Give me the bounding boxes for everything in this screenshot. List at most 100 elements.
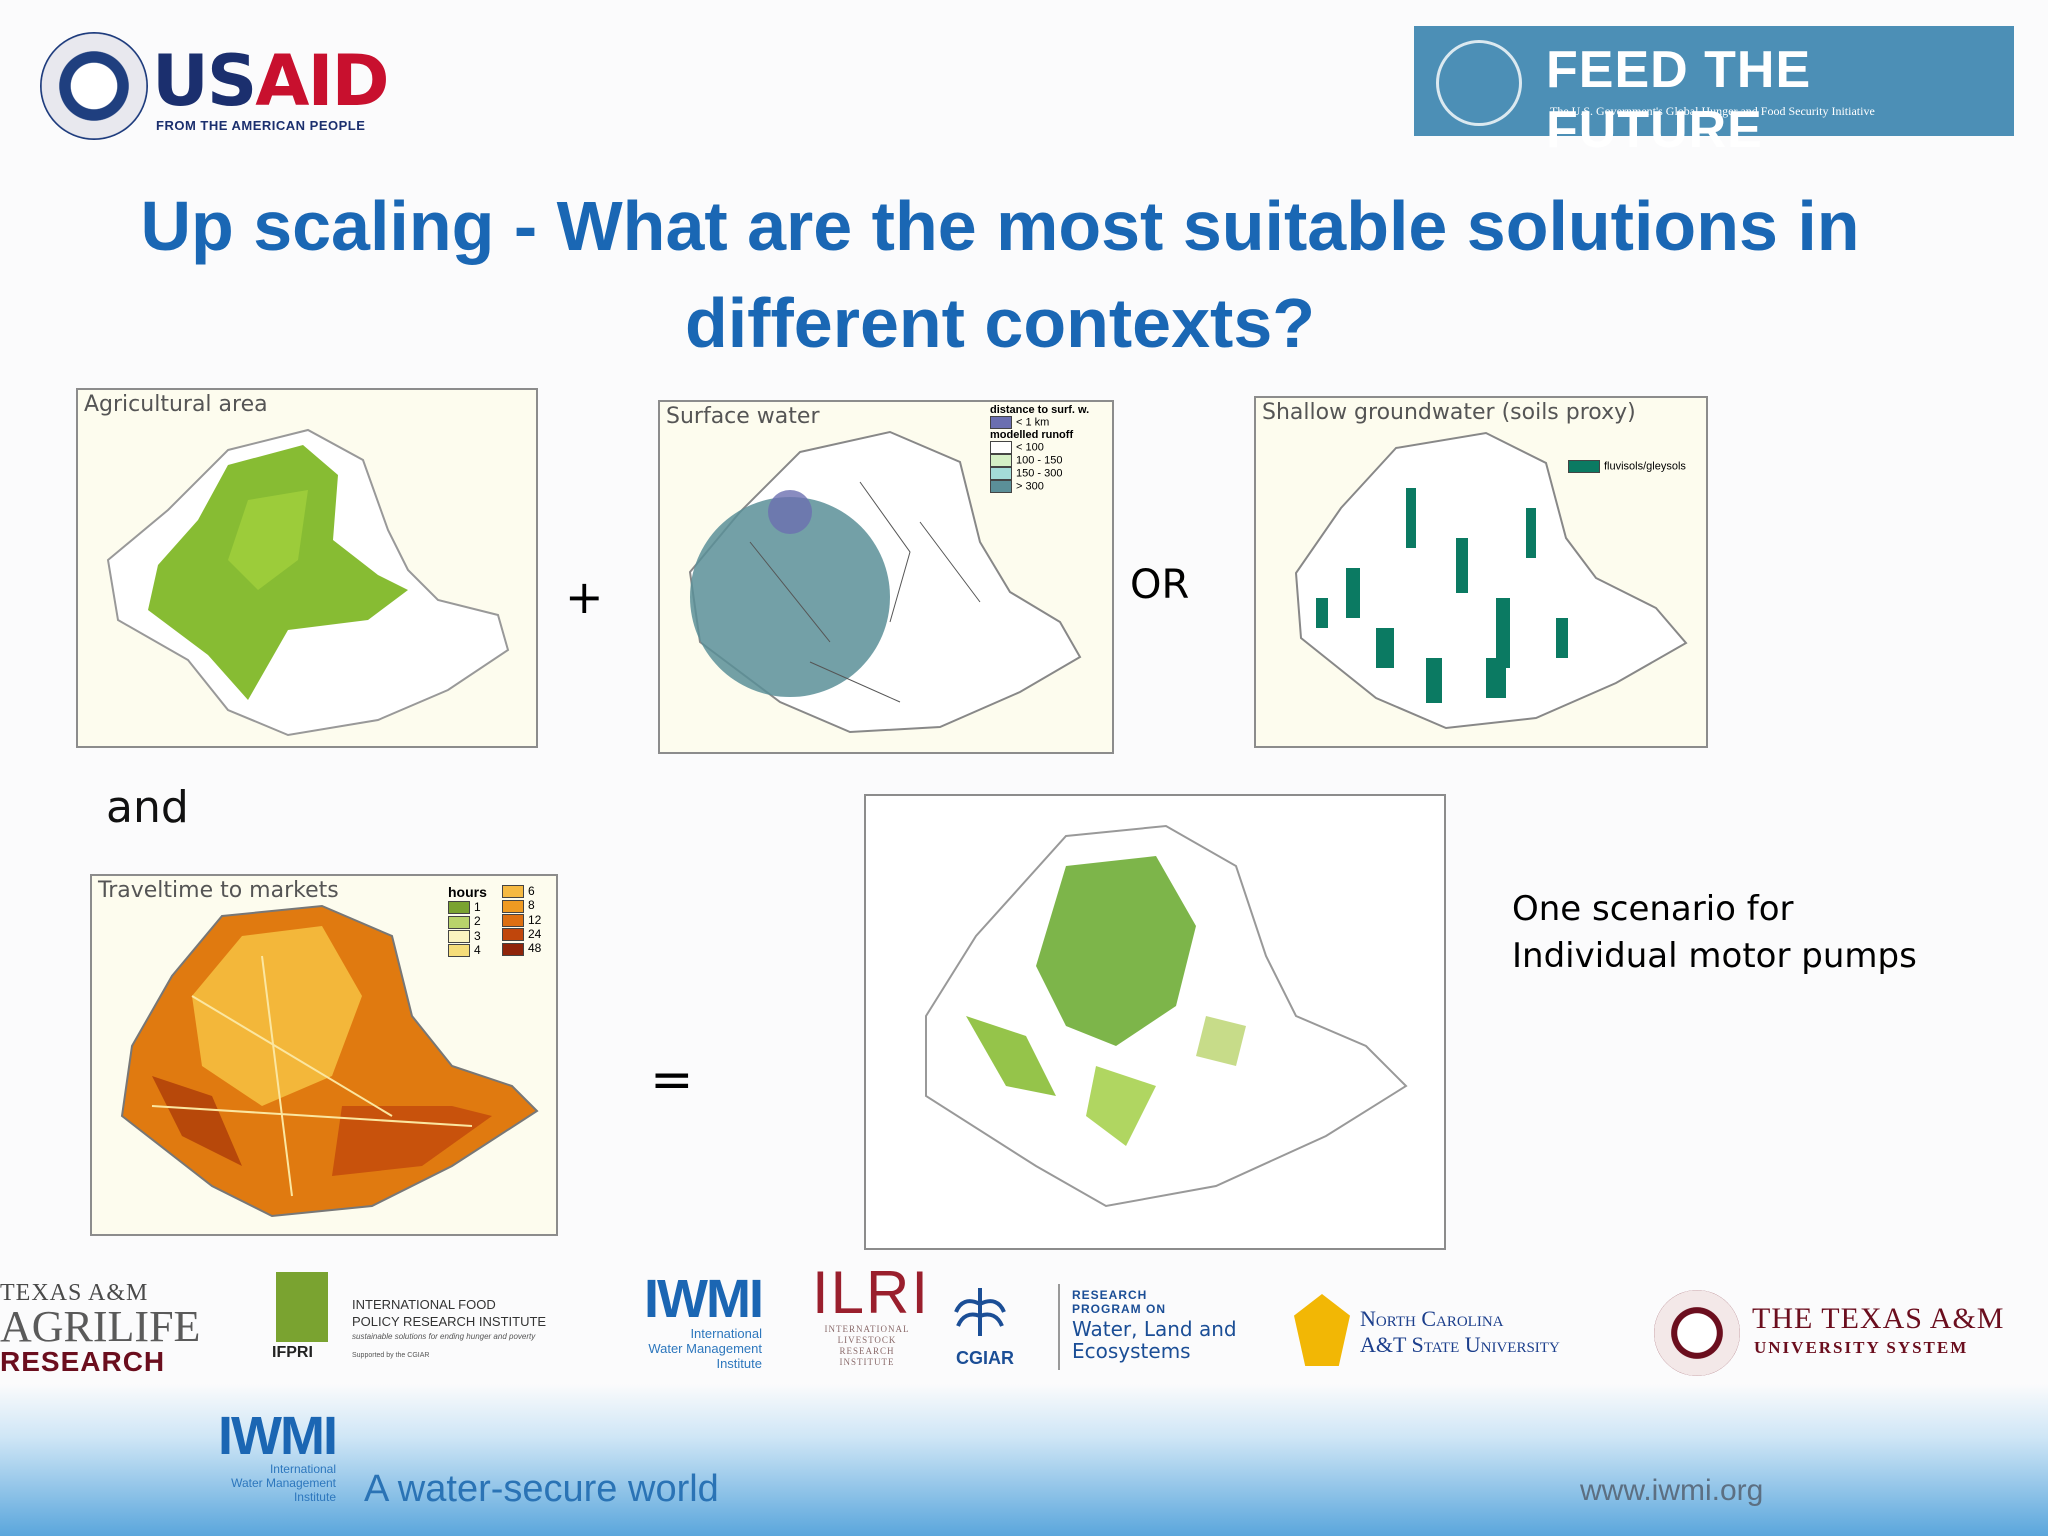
ftf-tagline: The U.S. Government's Global Hunger and … — [1550, 104, 1875, 118]
legend-hours-label: 4 — [474, 942, 481, 957]
footer-iwmi-logo: IWMI International Water Management Inst… — [196, 1406, 338, 1504]
legend-hours-row: 6 — [502, 884, 541, 899]
legend-swatch-icon — [448, 915, 470, 929]
legend-runoff-row: 100 - 150 — [990, 454, 1089, 467]
agricultural-map-graphic — [106, 428, 510, 737]
legend-hours-label: 3 — [474, 928, 481, 943]
plus-operator: + — [565, 570, 604, 624]
usaid-wordmark-aid: AID — [255, 40, 389, 122]
legend-hours-row: 8 — [502, 898, 541, 913]
legend-swatch-icon — [990, 467, 1012, 480]
traveltime-map-graphic — [120, 904, 539, 1218]
traveltime-legend: hours 1 2 3 4 — [448, 884, 487, 958]
legend-hours-row: 24 — [502, 926, 542, 942]
cgiar-abbr: CGIAR — [956, 1348, 1014, 1368]
traveltime-map-title: Traveltime to markets — [98, 878, 339, 903]
legend-hours-label: 6 — [528, 884, 535, 898]
groundwater-legend: fluvisols/gleysols — [1568, 460, 1686, 473]
texas-am-seal-icon — [1654, 1290, 1740, 1376]
legend-swatch-icon — [448, 901, 470, 915]
cgiar-research-program: RESEARCH PROGRAM ON — [1072, 1288, 1166, 1316]
ifpri-wheat-icon — [276, 1272, 328, 1342]
legend-runoff-label: 100 - 150 — [1016, 454, 1063, 467]
legend-swatch-icon — [1568, 460, 1600, 473]
legend-hours-row: 2 — [448, 914, 487, 929]
cgiar-wle-line2: Ecosystems — [1072, 1339, 1191, 1363]
iwmi-line3: Institute — [716, 1356, 762, 1371]
iwmi-abbr: IWMI — [644, 1269, 764, 1329]
iwmi-line1: International — [690, 1326, 762, 1341]
cgiar-plant-icon — [954, 1288, 1006, 1336]
slide-title-line1: Up scaling - What are the most suitable … — [140, 187, 1860, 265]
legend-swatch-icon — [502, 899, 524, 913]
legend-distance-label: < 1 km — [1016, 416, 1050, 429]
legend-runoff-label: 150 - 300 — [1016, 467, 1063, 480]
ilri-line3: INSTITUTE — [839, 1357, 895, 1367]
feed-the-future-logo: FEED THE FUTURE The U.S. Government's Gl… — [1414, 26, 2014, 159]
legend-swatch-icon — [448, 944, 470, 958]
footer-iwmi-abbr: IWMI — [218, 1406, 338, 1466]
iwmi-partner-logo: IWMI International Water Management Inst… — [612, 1269, 764, 1371]
scenario-caption: One scenario for Individual motor pumps — [1512, 886, 1917, 980]
ifpri-name: INTERNATIONAL FOOD POLICY RESEARCH INSTI… — [352, 1296, 572, 1330]
scenario-line1: One scenario for — [1512, 889, 1794, 929]
legend-runoff-row: 150 - 300 — [990, 467, 1089, 480]
legend-swatch-icon — [990, 454, 1012, 467]
us-seal-icon — [1436, 40, 1522, 126]
cgiar-rp-line1: RESEARCH — [1072, 1288, 1148, 1302]
footer-tagline: A water-secure world — [364, 1468, 719, 1510]
ftf-title: FEED THE FUTURE — [1546, 41, 1812, 159]
map-traveltime-markets: Traveltime to markets hours 1 2 3 4 6 8 … — [90, 874, 558, 1236]
footer-url: www.iwmi.org — [1580, 1474, 1764, 1507]
ifpri-name-line1: INTERNATIONAL FOOD — [352, 1297, 496, 1312]
map-shallow-groundwater: Shallow groundwater (soils proxy) fluvis… — [1254, 396, 1708, 748]
legend-hours-label: 24 — [528, 926, 542, 941]
legend-hours-row: 12 — [502, 913, 541, 927]
equals-operator: = — [650, 1050, 694, 1110]
legend-distance-title: distance to surf. w. — [990, 404, 1090, 416]
aggie-emblem-icon — [1294, 1294, 1350, 1366]
iwmi-line2: Water Management — [648, 1341, 762, 1356]
groundwater-map-graphic — [1294, 431, 1688, 730]
legend-runoff-label: > 300 — [1016, 480, 1044, 493]
texas-am-agrilife-logo: TEXAS A&M AGRILIFE RESEARCH — [0, 1280, 210, 1378]
result-map-graphic — [925, 824, 1408, 1208]
legend-runoff-row: > 300 — [990, 480, 1089, 493]
ifpri-subtitle: sustainable solutions for ending hunger … — [352, 1332, 536, 1341]
map-surface-water: Surface water distance to surf. w. < 1 k… — [658, 400, 1114, 754]
ifpri-name-line2: POLICY RESEARCH INSTITUTE — [352, 1314, 547, 1329]
usaid-tagline: FROM THE AMERICAN PEOPLE — [156, 118, 366, 133]
ilri-line1: INTERNATIONAL — [824, 1324, 910, 1334]
agricultural-map-title: Agricultural area — [84, 392, 268, 417]
usaid-seal-icon — [40, 32, 148, 140]
legend-left-column: 1 2 3 4 — [448, 900, 487, 958]
legend-hours-label: 12 — [528, 912, 542, 927]
legend-swatch-icon — [990, 441, 1012, 454]
legend-runoff-row: < 100 — [990, 441, 1089, 454]
ncat-name: North Carolina A&T State University — [1360, 1306, 1560, 1358]
legend-hours-label: 1 — [474, 900, 481, 914]
scenario-line2: Individual motor pumps — [1512, 936, 1917, 976]
legend-swatch-icon — [448, 929, 470, 943]
legend-hours-row: 4 — [448, 942, 487, 958]
ilri-abbr: ILRI — [812, 1259, 931, 1326]
legend-runoff-title: modelled runoff — [990, 429, 1074, 441]
traveltime-legend-right: 6 8 12 24 48 — [502, 884, 541, 956]
tamus-line1: THE TEXAS A&M — [1752, 1302, 2005, 1335]
slide-footer: IWMI International Water Management Inst… — [0, 1384, 2048, 1536]
usaid-wordmark: USAID — [152, 40, 390, 122]
usaid-logo: USAID FROM THE AMERICAN PEOPLE — [40, 28, 400, 148]
footer-iwmi-line3: Institute — [293, 1490, 336, 1504]
legend-swatch-icon — [990, 416, 1012, 429]
slide-title: Up scaling - What are the most suitable … — [80, 178, 1920, 372]
legend-hours-row: 3 — [448, 929, 487, 943]
tamus-line2: UNIVERSITY SYSTEM — [1754, 1338, 1969, 1357]
slide-title-line2: different contexts? — [684, 284, 1316, 362]
legend-hours-label: 48 — [528, 941, 542, 956]
cgiar-wle-name: Water, Land and Ecosystems — [1072, 1318, 1237, 1362]
ncat-line1: North Carolina — [1360, 1306, 1504, 1331]
ncat-line2: A&T State University — [1360, 1332, 1560, 1357]
legend-hours-row: 48 — [502, 941, 542, 956]
footer-iwmi-line1: International — [269, 1462, 336, 1476]
map-result-motor-pumps — [864, 794, 1446, 1250]
